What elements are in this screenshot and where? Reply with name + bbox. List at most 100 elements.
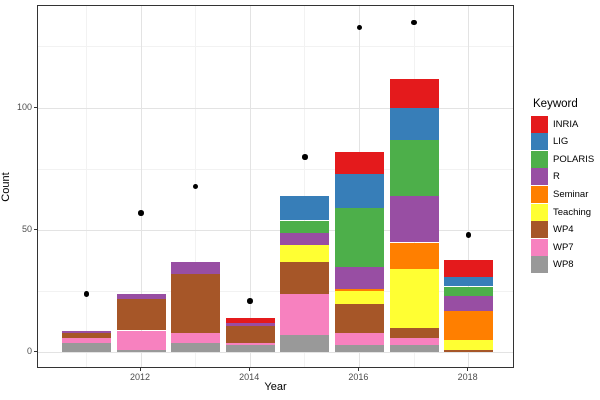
legend-item-inria: INRIA [531, 115, 600, 133]
bar-segment-inria [225, 318, 275, 324]
bar-segment-wp8 [389, 345, 439, 353]
x-tick-label: 2018 [457, 372, 478, 382]
y-axis-tick [34, 228, 37, 230]
gridline-y-minor [38, 290, 513, 292]
legend-swatch-wp7 [531, 238, 548, 256]
legend-item-seminar: Seminar [531, 185, 600, 203]
legend-label: R [553, 171, 560, 183]
bar-segment-wp8 [334, 345, 384, 353]
bar-segment-wp7 [61, 337, 111, 343]
x-axis-tick [248, 368, 250, 371]
gridline-x-minor [85, 6, 87, 367]
x-tick-label: 2012 [129, 372, 151, 382]
plot-panel [37, 5, 514, 368]
gridline-x-major [249, 6, 251, 367]
data-point [356, 24, 363, 31]
bar-segment-lig [280, 196, 330, 221]
bar-segment-polaris [280, 220, 330, 233]
y-tick-label: 100 [16, 101, 32, 112]
data-point [465, 232, 472, 238]
gridline-y-major [38, 107, 513, 109]
x-axis-title: Year [264, 381, 287, 393]
bar-segment-lig [334, 174, 384, 209]
x-axis-tick [139, 368, 141, 371]
data-point [247, 298, 253, 304]
legend-swatch-wp8 [531, 256, 548, 274]
legend-label: POLARIS [553, 153, 595, 165]
legend-label: LIG [553, 136, 569, 148]
bar-segment-teaching [280, 244, 330, 263]
legend-item-polaris: POLARIS [531, 150, 600, 168]
bar-segment-teaching [444, 340, 494, 351]
bar-segment-inria [389, 78, 439, 109]
legend-swatch-r [531, 168, 548, 186]
legend-item-lig: LIG [531, 133, 600, 151]
bar-segment-wp8 [61, 342, 111, 353]
bar-segment-polaris [334, 208, 384, 267]
bar-segment-teaching [389, 269, 439, 329]
x-axis-tick [467, 368, 469, 371]
bar-segment-wp7 [334, 332, 384, 346]
y-axis-tick [34, 106, 37, 108]
bar-segment-r [444, 296, 494, 311]
y-axis-title: Count [0, 172, 12, 202]
legend-item-wp7: WP7 [531, 238, 600, 256]
bar-segment-r [61, 330, 111, 333]
legend-label: WP8 [553, 259, 574, 271]
data-point [138, 210, 144, 216]
bar-segment-r [280, 232, 330, 245]
legend-item-teaching: Teaching [531, 203, 600, 221]
legend-label: WP7 [553, 241, 574, 253]
bar-segment-wp7 [225, 342, 275, 346]
bar-segment-inria [444, 259, 494, 277]
legend-label: INRIA [553, 118, 579, 130]
data-point [302, 154, 308, 160]
bar-segment-wp4 [171, 274, 221, 333]
bar-segment-polaris [389, 139, 439, 197]
bar-segment-seminar [389, 242, 439, 270]
x-tick-label: 2016 [348, 372, 369, 382]
data-point [192, 183, 199, 190]
gridline-y-minor [38, 168, 513, 170]
legend-swatch-seminar [531, 185, 548, 203]
legend-swatch-wp4 [531, 221, 548, 239]
bar-segment-teaching [334, 291, 384, 304]
bar-segment-seminar [334, 288, 384, 292]
legend-swatch-inria [531, 115, 548, 133]
bar-segment-lig [389, 108, 439, 140]
y-tick-label: 50 [21, 223, 32, 234]
bar-segment-wp8 [225, 345, 275, 353]
legend-label: WP4 [553, 224, 574, 236]
bar-segment-wp4 [116, 298, 166, 331]
legend-item-wp8: WP8 [531, 256, 600, 274]
bar-segment-polaris [444, 286, 494, 297]
bar-segment-wp7 [389, 337, 439, 346]
x-tick-label: 2014 [239, 372, 260, 382]
bar-segment-wp7 [280, 293, 330, 336]
legend-title: Keyword [533, 98, 578, 110]
legend-swatch-lig [531, 133, 548, 151]
bar-segment-wp8 [171, 342, 221, 353]
bar-segment-wp8 [116, 350, 166, 353]
bar-segment-wp4 [444, 350, 494, 353]
data-point [83, 291, 90, 297]
bar-segment-wp8 [280, 335, 330, 353]
legend-label: Seminar [553, 188, 589, 200]
x-axis-tick [357, 368, 359, 371]
legend-swatch-polaris [531, 150, 548, 168]
bar-segment-wp7 [116, 330, 166, 351]
bar-segment-r [116, 293, 166, 299]
gridline-y-major [38, 229, 513, 231]
legend-item-r: R [531, 168, 600, 186]
bar-segment-wp4 [389, 328, 439, 338]
bar-segment-inria [334, 152, 384, 175]
y-axis-tick [34, 351, 37, 352]
y-tick-label: 0 [26, 346, 32, 356]
bar-segment-r [171, 262, 221, 275]
bar-segment-r [225, 323, 275, 326]
bar-segment-wp4 [334, 303, 384, 333]
bar-segment-wp4 [225, 325, 275, 343]
data-point [411, 19, 417, 26]
bar-segment-wp4 [61, 332, 111, 338]
